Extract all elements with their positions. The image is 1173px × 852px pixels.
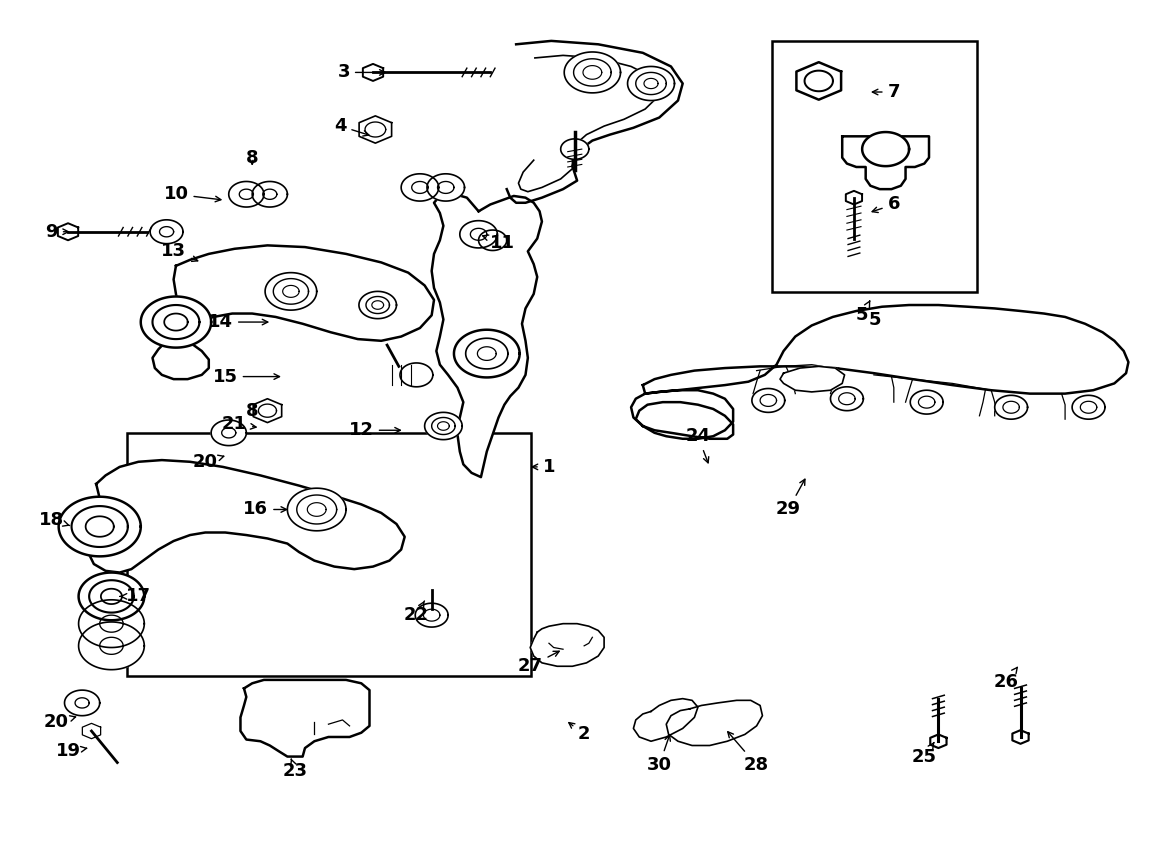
Text: 5: 5	[868, 311, 881, 329]
Polygon shape	[628, 66, 674, 101]
Text: 15: 15	[212, 367, 279, 386]
Text: 4: 4	[334, 117, 368, 136]
Text: 14: 14	[208, 313, 267, 331]
Polygon shape	[636, 402, 733, 439]
Bar	[127, 433, 531, 676]
Text: 28: 28	[727, 732, 769, 774]
Text: 11: 11	[482, 233, 515, 252]
Polygon shape	[253, 399, 282, 423]
Text: 21: 21	[222, 415, 256, 434]
Polygon shape	[454, 330, 520, 377]
Text: 8: 8	[246, 402, 258, 420]
Polygon shape	[780, 366, 845, 392]
Polygon shape	[401, 174, 439, 201]
Text: 1: 1	[533, 458, 555, 476]
Polygon shape	[82, 723, 101, 739]
Text: 16: 16	[243, 500, 286, 519]
Text: 22: 22	[404, 601, 429, 625]
Polygon shape	[842, 136, 929, 189]
Polygon shape	[152, 245, 434, 379]
Polygon shape	[830, 387, 863, 411]
Polygon shape	[862, 132, 909, 166]
Polygon shape	[59, 497, 141, 556]
Text: 23: 23	[283, 759, 308, 780]
Text: 30: 30	[646, 735, 672, 774]
Text: 12: 12	[348, 421, 400, 440]
Polygon shape	[460, 221, 497, 248]
Text: 9: 9	[46, 222, 68, 241]
Text: 25: 25	[911, 742, 937, 766]
Polygon shape	[287, 488, 346, 531]
Polygon shape	[359, 291, 396, 319]
Polygon shape	[631, 305, 1128, 439]
Polygon shape	[79, 573, 144, 620]
Text: 19: 19	[55, 742, 87, 761]
Polygon shape	[1012, 730, 1029, 744]
Polygon shape	[141, 296, 211, 348]
Text: 24: 24	[685, 427, 711, 463]
Polygon shape	[530, 624, 604, 666]
Text: 8: 8	[246, 148, 258, 167]
Polygon shape	[752, 389, 785, 412]
Polygon shape	[252, 181, 287, 207]
Polygon shape	[995, 395, 1028, 419]
Text: 5: 5	[856, 301, 870, 325]
Polygon shape	[211, 420, 246, 446]
Text: 26: 26	[994, 667, 1019, 691]
Polygon shape	[150, 220, 183, 244]
Polygon shape	[265, 273, 317, 310]
Polygon shape	[400, 363, 433, 387]
Polygon shape	[415, 603, 448, 627]
Polygon shape	[910, 390, 943, 414]
Polygon shape	[240, 680, 369, 757]
Polygon shape	[359, 116, 392, 143]
Text: 10: 10	[163, 185, 221, 204]
Text: 7: 7	[873, 83, 900, 101]
Text: 17: 17	[121, 587, 151, 606]
Polygon shape	[79, 622, 144, 670]
Text: 20: 20	[192, 452, 224, 471]
Polygon shape	[796, 62, 841, 100]
Polygon shape	[930, 734, 947, 748]
Text: 3: 3	[338, 63, 385, 82]
Polygon shape	[633, 699, 698, 741]
Polygon shape	[57, 223, 79, 240]
Polygon shape	[561, 139, 589, 159]
Polygon shape	[507, 41, 683, 203]
Text: 20: 20	[43, 713, 75, 732]
Text: 27: 27	[517, 651, 560, 676]
Polygon shape	[425, 412, 462, 440]
Polygon shape	[479, 230, 507, 250]
Text: 6: 6	[873, 195, 900, 214]
Text: 13: 13	[161, 242, 198, 262]
Text: 2: 2	[569, 722, 590, 744]
Text: 29: 29	[775, 479, 805, 519]
Polygon shape	[564, 52, 621, 93]
Polygon shape	[846, 191, 862, 204]
Polygon shape	[432, 194, 542, 477]
Polygon shape	[1072, 395, 1105, 419]
Bar	[772, 41, 977, 292]
Polygon shape	[362, 64, 384, 81]
Polygon shape	[666, 700, 762, 746]
Polygon shape	[65, 690, 100, 716]
Polygon shape	[427, 174, 465, 201]
Polygon shape	[79, 600, 144, 648]
Text: 18: 18	[39, 510, 69, 529]
Polygon shape	[88, 460, 405, 573]
Polygon shape	[229, 181, 264, 207]
